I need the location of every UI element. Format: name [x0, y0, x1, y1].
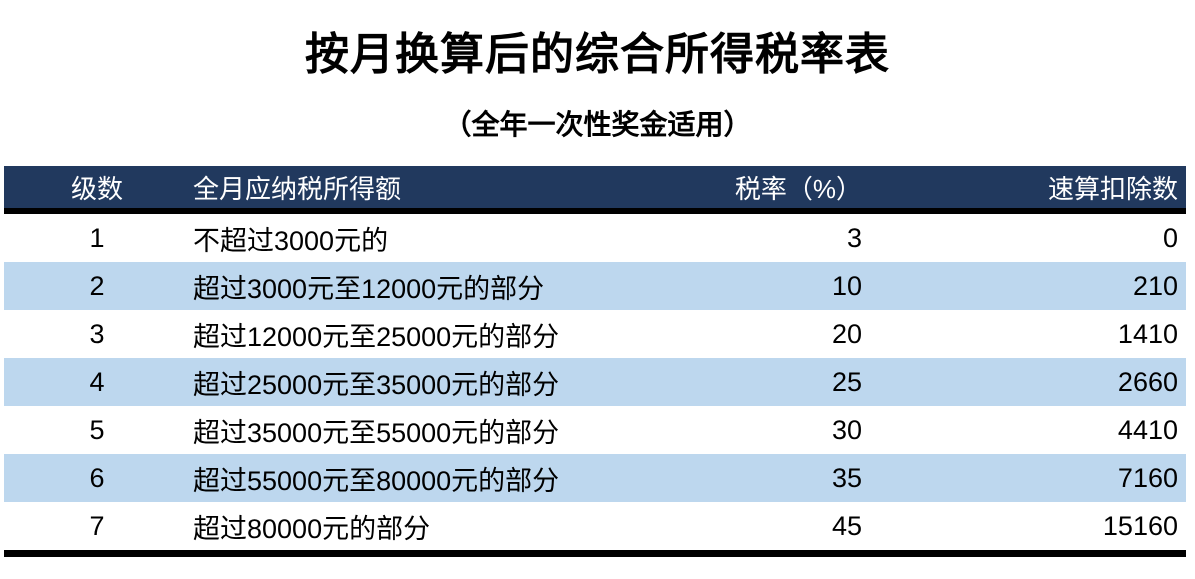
table-cell: 超过3000元至12000元的部分 — [193, 273, 545, 304]
table-row: 6 超过55000元至80000元的部分 35 7160 — [4, 454, 1186, 502]
page-title: 按月换算后的综合所得税率表 — [305, 30, 890, 79]
table-cell: 3 — [846, 222, 862, 253]
table-row: 5 超过35000元至55000元的部分 30 4410 — [4, 406, 1186, 454]
column-header-quick-deduction: 速算扣除数 — [1047, 173, 1178, 204]
table-cell: 1 — [89, 222, 105, 253]
table-cell: 3 — [89, 318, 105, 349]
table-cell: 25 — [831, 366, 862, 397]
column-header-level: 级数 — [70, 173, 123, 204]
table-row: 4 超过25000元至35000元的部分 25 2660 — [4, 358, 1186, 406]
table-cell: 20 — [831, 318, 862, 349]
table-cell: 210 — [1132, 270, 1178, 301]
table-cell: 1410 — [1117, 318, 1178, 349]
table-row: 7 超过80000元的部分 45 15160 — [4, 502, 1186, 550]
table-cell: 5 — [89, 414, 105, 445]
column-header-taxable-income: 全月应纳税所得额 — [193, 173, 402, 204]
table-cell: 10 — [831, 270, 862, 301]
table-cell: 7 — [89, 510, 105, 541]
table-cell: 超过80000元的部分 — [193, 513, 431, 544]
table-cell: 6 — [89, 462, 105, 493]
table-cell: 不超过3000元的 — [193, 225, 389, 256]
table-row: 3 超过12000元至25000元的部分 20 1410 — [4, 310, 1186, 358]
table-cell: 15160 — [1102, 510, 1178, 541]
table-row: 2 超过3000元至12000元的部分 10 210 — [4, 262, 1186, 310]
table-cell: 4 — [89, 366, 105, 397]
table-cell: 4410 — [1117, 414, 1178, 445]
table-cell: 超过25000元至35000元的部分 — [193, 369, 560, 400]
table-cell: 超过12000元至25000元的部分 — [193, 321, 560, 352]
table-cell: 30 — [831, 414, 862, 445]
page-subtitle: （全年一次性奖金适用） — [443, 109, 752, 140]
table-row: 1 不超过3000元的 3 0 — [4, 214, 1186, 262]
table-cell: 45 — [831, 510, 862, 541]
tax-rate-table: 级数 全月应纳税所得额 税率（%） 速算扣除数 1 不超过3000元的 3 0 2 超过3… — [4, 166, 1186, 557]
table-cell: 2660 — [1117, 366, 1178, 397]
table-cell: 7160 — [1117, 462, 1178, 493]
table-cell: 2 — [89, 270, 105, 301]
table-header-row: 级数 全月应纳税所得额 税率（%） 速算扣除数 — [4, 166, 1186, 214]
table-cell: 超过55000元至80000元的部分 — [193, 465, 560, 496]
table-cell: 超过35000元至55000元的部分 — [193, 417, 560, 448]
table-cell: 35 — [831, 462, 862, 493]
table-cell: 0 — [1162, 222, 1178, 253]
column-header-tax-rate: 税率（%） — [734, 173, 862, 204]
